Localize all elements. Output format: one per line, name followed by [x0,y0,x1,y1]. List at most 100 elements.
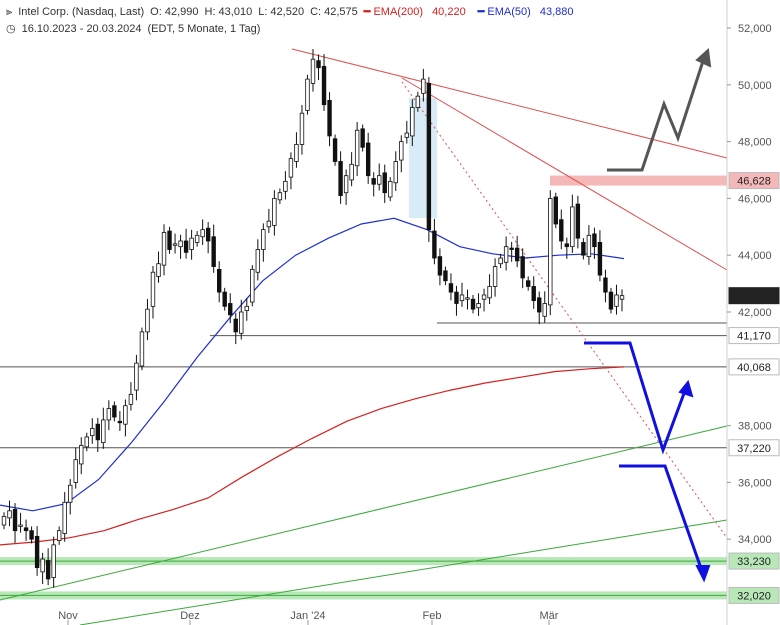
candle-body [537,297,542,313]
y-tick-label: 42,000 [738,307,772,319]
candle-body [150,271,156,307]
open-value: O: 42,990 [150,6,199,18]
resistance-zone [550,175,727,186]
candle-body [603,277,608,293]
candle-body [167,230,172,250]
candle-body [84,436,89,448]
candle-body [73,459,78,483]
x-tick-label: Feb [423,610,442,622]
level-label-box [728,552,780,570]
candle-body [90,428,95,436]
y-tick-label: 34,000 [738,534,772,546]
candle-body [29,530,34,540]
candle-body [305,78,310,111]
candle-body [310,58,316,84]
candle-body [239,311,244,334]
candle-body [365,142,371,177]
candle-body [426,82,432,231]
candle-body [492,266,498,287]
x-tick-label: Jan '24 [290,610,325,622]
candle-body [564,243,570,248]
candle-body [299,112,305,145]
candle-body [619,295,625,300]
candle-body [294,144,299,162]
clock-icon: ◷ [6,23,16,35]
candle-body [559,219,564,242]
candle-body [106,408,112,421]
candle-body [200,229,205,238]
level-label-box [728,358,780,376]
y-tick-label: 50,000 [738,80,772,92]
candle-body [272,197,277,226]
bearish-projection-path-1 [584,341,688,455]
chart-header: ⫸ Intel Corp. (Nasdaq, Last) O: 42,990 H: 4… [6,5,586,19]
candle-body [261,229,266,250]
candle-body [51,544,56,578]
y-tick-label: 36,000 [738,477,772,489]
ema200-line [0,366,625,546]
candle-body [520,256,525,279]
bullish-projection-path [607,57,706,172]
level-label: 33,230 [737,556,771,568]
candle-body [509,247,514,250]
close-value: C: 42,575 [310,6,358,18]
candle-body [338,161,343,196]
candle-body [233,318,238,333]
candle-body [277,192,283,201]
candle-body [211,236,216,267]
candle-body [542,303,547,317]
bearish-projection-arrowhead-2 [695,565,711,583]
candle-body [349,163,354,181]
bearish-projection-path-2 [619,464,705,575]
candle-body [393,161,398,184]
candle-body [134,362,139,391]
green-trendline-upper [0,425,728,601]
candle-body [459,294,465,302]
level-label-box [728,586,780,604]
candle-body [205,227,211,242]
candles-layer [1,49,625,588]
candle-body [68,484,73,503]
candle-body [503,246,509,263]
date-range: 16.10.2023 - 20.03.2024 [21,23,142,35]
candle-body [421,78,426,94]
candle-body [255,249,261,273]
candle-body [34,535,40,568]
candle-body [586,234,592,258]
candle-body [56,530,62,542]
candle-body [228,303,233,316]
candle-body [498,257,503,265]
chart-subheader: ◷ 16.10.2023 - 20.03.2024 (EDT, 5 Monate, … [6,22,266,35]
candle-body [481,294,487,300]
x-tick-label: Dez [180,610,200,622]
red-trendline-lower [401,77,728,271]
level-label: 32,020 [737,590,771,602]
red-dotted-trendline [401,81,728,539]
background-layer [0,98,727,600]
level-label: 40,068 [737,362,771,374]
candle-body [79,445,84,465]
candle-body [570,206,575,248]
candle-body [194,234,200,243]
period-info: (EDT, 5 Monate, 1 Tag) [147,23,261,35]
candle-body [443,270,448,282]
candle-body [597,242,603,276]
candle-body [1,516,7,526]
candle-body [172,243,178,246]
candle-body [244,305,249,311]
candle-body [382,172,387,194]
candle-body [216,268,222,293]
x-tick-label: Mär [540,610,559,622]
candle-body [288,158,294,178]
ema50-line [0,217,625,512]
candle-body [161,232,167,266]
y-tick-label: 44,000 [738,250,772,262]
green-trendline-lower [79,519,728,625]
candle-body [465,297,470,300]
candle-body [62,501,67,534]
y-tick-label: 52,000 [738,23,772,35]
candle-body [128,393,134,405]
candle-body [332,138,338,162]
candle-body [112,405,117,418]
